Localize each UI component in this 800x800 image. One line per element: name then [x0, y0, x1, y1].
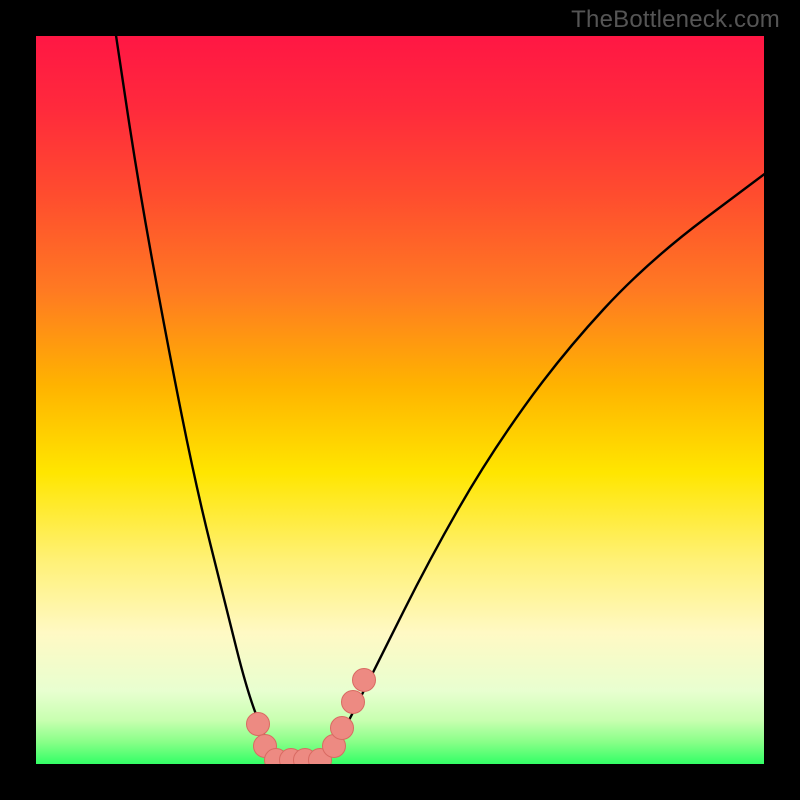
- data-marker: [330, 716, 354, 740]
- data-marker: [246, 712, 270, 736]
- data-marker: [341, 690, 365, 714]
- plot-area: [36, 36, 764, 764]
- data-markers-layer: [36, 36, 764, 764]
- watermark-text: TheBottleneck.com: [571, 6, 780, 34]
- data-marker: [352, 668, 376, 692]
